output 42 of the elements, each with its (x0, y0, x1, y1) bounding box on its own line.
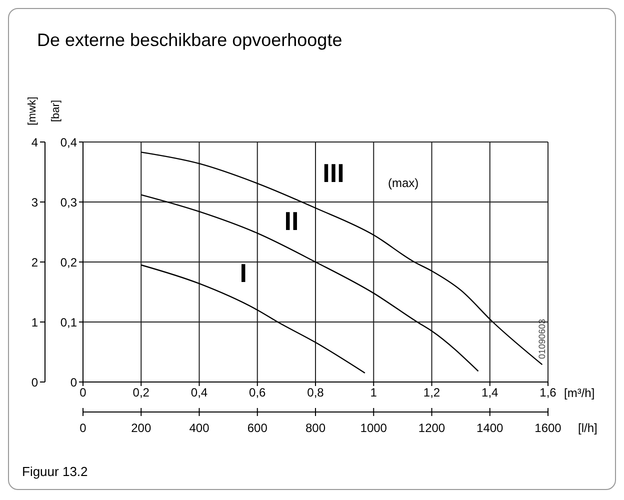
x-tick-label: 0,2 (132, 386, 150, 400)
x-tick-label: 0,6 (249, 386, 266, 400)
x-tick-label: 1,4 (482, 386, 499, 400)
y-tick-label: 1 (31, 315, 38, 330)
line-series (140, 152, 543, 366)
x-tick-label: 1 (370, 386, 378, 400)
chart-title: De externe beschikbare opvoerhoogte (37, 30, 342, 51)
annotation: (max) (388, 176, 419, 190)
y-tick-label: 0 (31, 375, 38, 390)
x2-tick-label: 1000 (360, 421, 388, 435)
y-tick-label: 3 (31, 195, 38, 210)
x-tick-label: 1,2 (423, 386, 440, 400)
y-tick-label: 2 (31, 255, 38, 270)
series-label: III (322, 158, 344, 188)
x2-tick-label: 0 (80, 421, 87, 435)
y2-tick-label: 0,2 (60, 255, 78, 270)
line-series (140, 194, 479, 372)
y-axis-title: [mwk] (26, 96, 38, 126)
x-tick-label: 0 (80, 386, 87, 400)
text: Figuur 13.2 (22, 464, 88, 479)
y2-tick-label: 0,3 (60, 195, 78, 210)
series-label: II (284, 206, 299, 236)
x2-tick-label: 1200 (418, 421, 446, 435)
x2-tick-label: 400 (189, 421, 210, 435)
y2-tick-label: 0,1 (60, 315, 78, 330)
line-series (140, 264, 366, 374)
x2-tick-label: 200 (131, 421, 152, 435)
y2-tick-label: 0,4 (60, 135, 78, 150)
x2-tick-label: 800 (305, 421, 326, 435)
x2-axis-title: [l/h] (578, 421, 598, 435)
x-tick-label: 0,4 (190, 386, 208, 400)
x2-tick-label: 1600 (534, 421, 562, 435)
x2-tick-label: 1400 (476, 421, 504, 435)
annotation: 01090603 (537, 318, 548, 360)
y2-tick-label: 0 (70, 375, 78, 390)
x-axis-title: [m³/h] (564, 386, 595, 400)
series-label: I (240, 258, 247, 288)
y-tick-label: 4 (31, 135, 38, 150)
x-tick-label: 0,8 (307, 386, 324, 400)
y2-axis-title: [bar] (50, 100, 62, 122)
x-tick-label: 1,6 (540, 386, 557, 400)
x2-tick-label: 600 (247, 421, 268, 435)
